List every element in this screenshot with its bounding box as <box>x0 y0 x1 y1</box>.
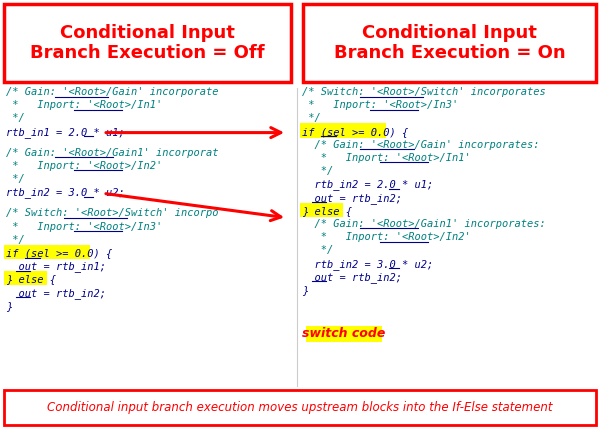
Text: /* Switch: '<Root>/Switch' incorpo: /* Switch: '<Root>/Switch' incorpo <box>6 208 218 218</box>
Text: out = rtb_in1;: out = rtb_in1; <box>6 261 106 272</box>
Bar <box>300 202 343 217</box>
Text: out = rtb_in2;: out = rtb_in2; <box>302 272 402 283</box>
Text: *   Inport: '<Root>/In1': * Inport: '<Root>/In1' <box>6 100 162 110</box>
Text: }: } <box>6 301 12 311</box>
Text: if (sel >= 0.0) {: if (sel >= 0.0) { <box>302 127 408 136</box>
Text: *   Inport: '<Root>/In1': * Inport: '<Root>/In1' <box>302 153 471 163</box>
Text: out = rtb_in2;: out = rtb_in2; <box>6 287 106 299</box>
Text: /* Gain: '<Root>/Gain' incorporates:: /* Gain: '<Root>/Gain' incorporates: <box>302 140 539 150</box>
Text: *   Inport: '<Root>/In3': * Inport: '<Root>/In3' <box>302 100 458 110</box>
Bar <box>4 390 596 425</box>
Text: out = rtb_in2;: out = rtb_in2; <box>302 193 402 203</box>
Text: *   Inport: '<Root>/In2': * Inport: '<Root>/In2' <box>6 161 162 171</box>
Text: } else {: } else { <box>6 275 56 284</box>
Text: if (sel >= 0.0) {: if (sel >= 0.0) { <box>6 248 112 258</box>
Text: rtb_in2 = 3.0 * u2;: rtb_in2 = 3.0 * u2; <box>6 187 125 198</box>
Text: /* Gain: '<Root>/Gain' incorporate: /* Gain: '<Root>/Gain' incorporate <box>6 87 218 97</box>
Bar <box>4 4 291 82</box>
Text: Conditional input branch execution moves upstream blocks into the If-Else statem: Conditional input branch execution moves… <box>47 401 553 414</box>
Text: switch code: switch code <box>302 327 386 340</box>
Text: */: */ <box>302 166 333 176</box>
Text: */: */ <box>6 113 25 124</box>
Text: rtb_in1 = 2.0 * u1;: rtb_in1 = 2.0 * u1; <box>6 127 125 138</box>
Text: */: */ <box>6 235 25 245</box>
Text: Conditional Input
Branch Execution = Off: Conditional Input Branch Execution = Off <box>30 24 265 62</box>
Text: rtb_in2 = 2.0 * u1;: rtb_in2 = 2.0 * u1; <box>302 179 433 190</box>
Text: *   Inport: '<Root>/In3': * Inport: '<Root>/In3' <box>6 222 162 232</box>
Bar <box>303 4 596 82</box>
Bar <box>4 271 47 285</box>
Text: Conditional Input
Branch Execution = On: Conditional Input Branch Execution = On <box>334 24 565 62</box>
Bar <box>4 245 91 259</box>
Text: } else {: } else { <box>302 206 352 216</box>
Text: /* Switch: '<Root>/Switch' incorporates: /* Switch: '<Root>/Switch' incorporates <box>302 87 546 97</box>
Bar <box>300 124 386 138</box>
Text: rtb_in2 = 3.0 * u2;: rtb_in2 = 3.0 * u2; <box>302 259 433 269</box>
Text: }: } <box>302 285 308 295</box>
Text: *   Inport: '<Root>/In2': * Inport: '<Root>/In2' <box>302 232 471 242</box>
Bar <box>306 326 382 342</box>
Text: */: */ <box>6 174 25 184</box>
Text: */: */ <box>302 245 333 255</box>
Text: */: */ <box>302 113 321 124</box>
Text: /* Gain: '<Root>/Gain1' incorporates:: /* Gain: '<Root>/Gain1' incorporates: <box>302 219 546 229</box>
Text: /* Gain: '<Root>/Gain1' incorporat: /* Gain: '<Root>/Gain1' incorporat <box>6 148 218 158</box>
